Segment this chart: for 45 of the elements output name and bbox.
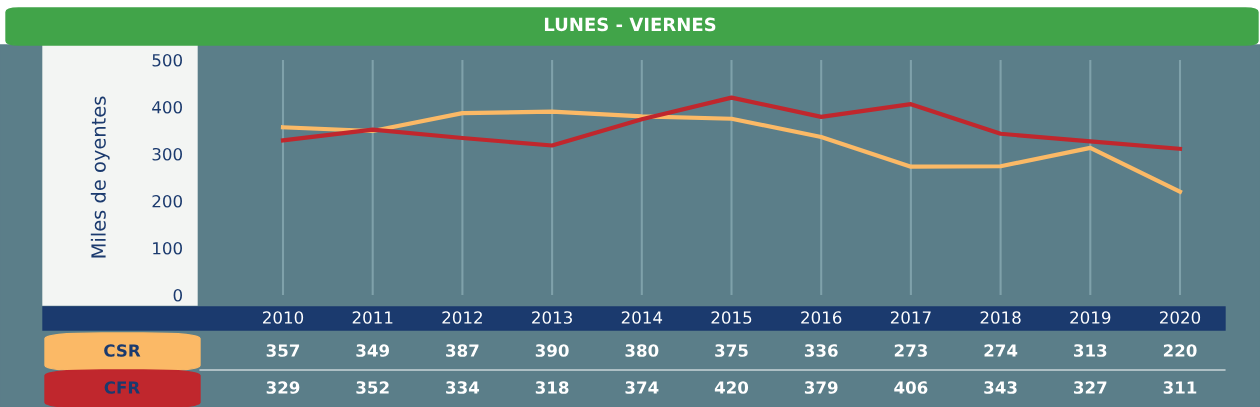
- data-label: 406: [894, 381, 928, 394]
- data-label: 311: [1163, 381, 1197, 394]
- data-label: 380: [625, 344, 659, 357]
- x-tick-label: 2011: [352, 311, 393, 324]
- y-tick-label: 400: [152, 100, 182, 114]
- x-tick-label: 2015: [711, 311, 752, 324]
- data-label: 390: [535, 344, 569, 357]
- data-label: 379: [804, 381, 838, 394]
- line-series: [280, 95, 1183, 151]
- data-label: 220: [1163, 344, 1197, 357]
- data-label: 374: [625, 381, 659, 394]
- chart-title: LUNES - VIERNES: [544, 17, 716, 32]
- y-tick-label: 0: [173, 288, 182, 302]
- data-label: 327: [1074, 381, 1107, 394]
- x-tick-label: 2020: [1160, 311, 1201, 324]
- data-label: 273: [894, 344, 927, 357]
- y-tick-label: 500: [152, 53, 182, 67]
- data-label: 313: [1074, 344, 1107, 357]
- data-label: 334: [446, 381, 480, 394]
- x-tick-label: 2013: [532, 311, 572, 324]
- x-tick-label: 2019: [1070, 311, 1111, 324]
- data-label: 375: [715, 344, 748, 357]
- y-tick-label: 200: [152, 194, 182, 208]
- x-tick-label: 2017: [890, 311, 931, 324]
- y-axis-title: Miles de oyentes: [90, 96, 110, 258]
- data-label: 336: [804, 344, 838, 357]
- data-label: 343: [984, 381, 1017, 394]
- x-tick-label: 2012: [442, 311, 482, 324]
- line-series: [280, 109, 1183, 194]
- data-label: 349: [356, 344, 390, 357]
- data-label: 318: [535, 381, 569, 394]
- y-tick-label: 300: [152, 147, 182, 161]
- text: CSR: [104, 344, 141, 357]
- x-tick-label: 2016: [801, 311, 842, 324]
- x-tick-label: 2010: [263, 311, 304, 324]
- data-label: 352: [356, 381, 389, 394]
- data-label: 420: [714, 381, 749, 394]
- data-label: 387: [446, 344, 479, 357]
- data-label: 329: [266, 381, 300, 394]
- y-tick-label: 100: [153, 241, 182, 255]
- x-tick-label: 2018: [980, 311, 1021, 324]
- text: CFR: [104, 381, 140, 394]
- x-tick-label: 2014: [621, 311, 663, 324]
- data-label: 357: [266, 344, 300, 357]
- data-label: 274: [984, 344, 1018, 357]
